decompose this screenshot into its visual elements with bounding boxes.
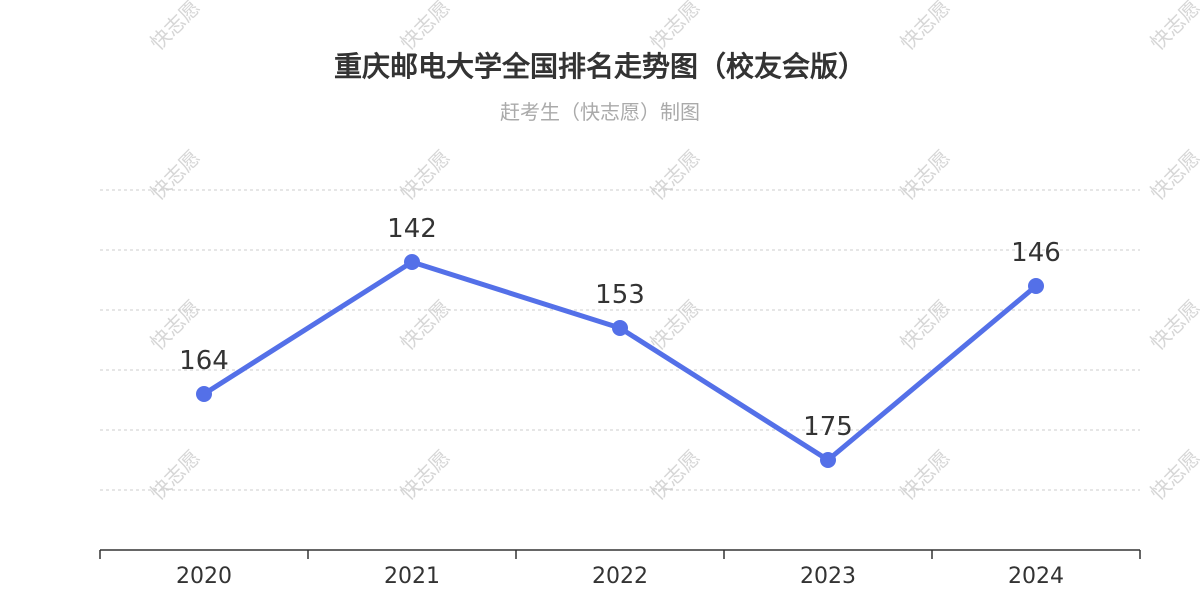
watermark: 快志愿 xyxy=(145,0,204,55)
watermark: 快志愿 xyxy=(395,295,454,354)
data-point[interactable] xyxy=(1028,278,1044,294)
data-point[interactable] xyxy=(612,320,628,336)
data-point[interactable] xyxy=(404,254,420,270)
data-point[interactable] xyxy=(196,386,212,402)
x-axis: 2020 2021 2022 2023 2024 xyxy=(99,549,1141,589)
watermark: 快志愿 xyxy=(895,0,954,55)
data-label: 153 xyxy=(595,280,645,310)
data-label: 142 xyxy=(387,214,437,244)
watermark: 快志愿 xyxy=(395,145,454,204)
chart-subtitle: 赶考生（快志愿）制图 xyxy=(500,100,700,124)
series-layer: 164 142 153 175 146 xyxy=(179,214,1061,468)
x-tick-label: 2023 xyxy=(800,564,856,589)
watermark: 快志愿 xyxy=(895,295,954,354)
data-label: 175 xyxy=(803,412,853,442)
watermark: 快志愿 xyxy=(1145,445,1200,504)
data-label: 164 xyxy=(179,346,229,376)
data-label: 146 xyxy=(1011,238,1061,268)
watermark: 快志愿 xyxy=(395,445,454,504)
watermark: 快志愿 xyxy=(145,145,204,204)
watermark: 快志愿 xyxy=(145,445,204,504)
watermark: 快志愿 xyxy=(1145,0,1200,55)
x-tick-label: 2024 xyxy=(1008,564,1064,589)
watermark: 快志愿 xyxy=(1145,145,1200,204)
chart-title: 重庆邮电大学全国排名走势图（校友会版） xyxy=(334,50,866,83)
watermark: 快志愿 xyxy=(395,0,454,55)
watermark: 快志愿 xyxy=(645,445,704,504)
grid-lines xyxy=(100,189,1140,491)
watermark: 快志愿 xyxy=(895,145,954,204)
watermark: 快志愿 xyxy=(895,445,954,504)
x-tick-label: 2020 xyxy=(176,564,232,589)
watermark: 快志愿 xyxy=(645,295,704,354)
watermark: 快志愿 xyxy=(1145,295,1200,354)
x-tick-label: 2021 xyxy=(384,564,440,589)
watermark: 快志愿 xyxy=(645,145,704,204)
x-tick-label: 2022 xyxy=(592,564,648,589)
data-point[interactable] xyxy=(820,452,836,468)
watermark: 快志愿 xyxy=(645,0,704,55)
